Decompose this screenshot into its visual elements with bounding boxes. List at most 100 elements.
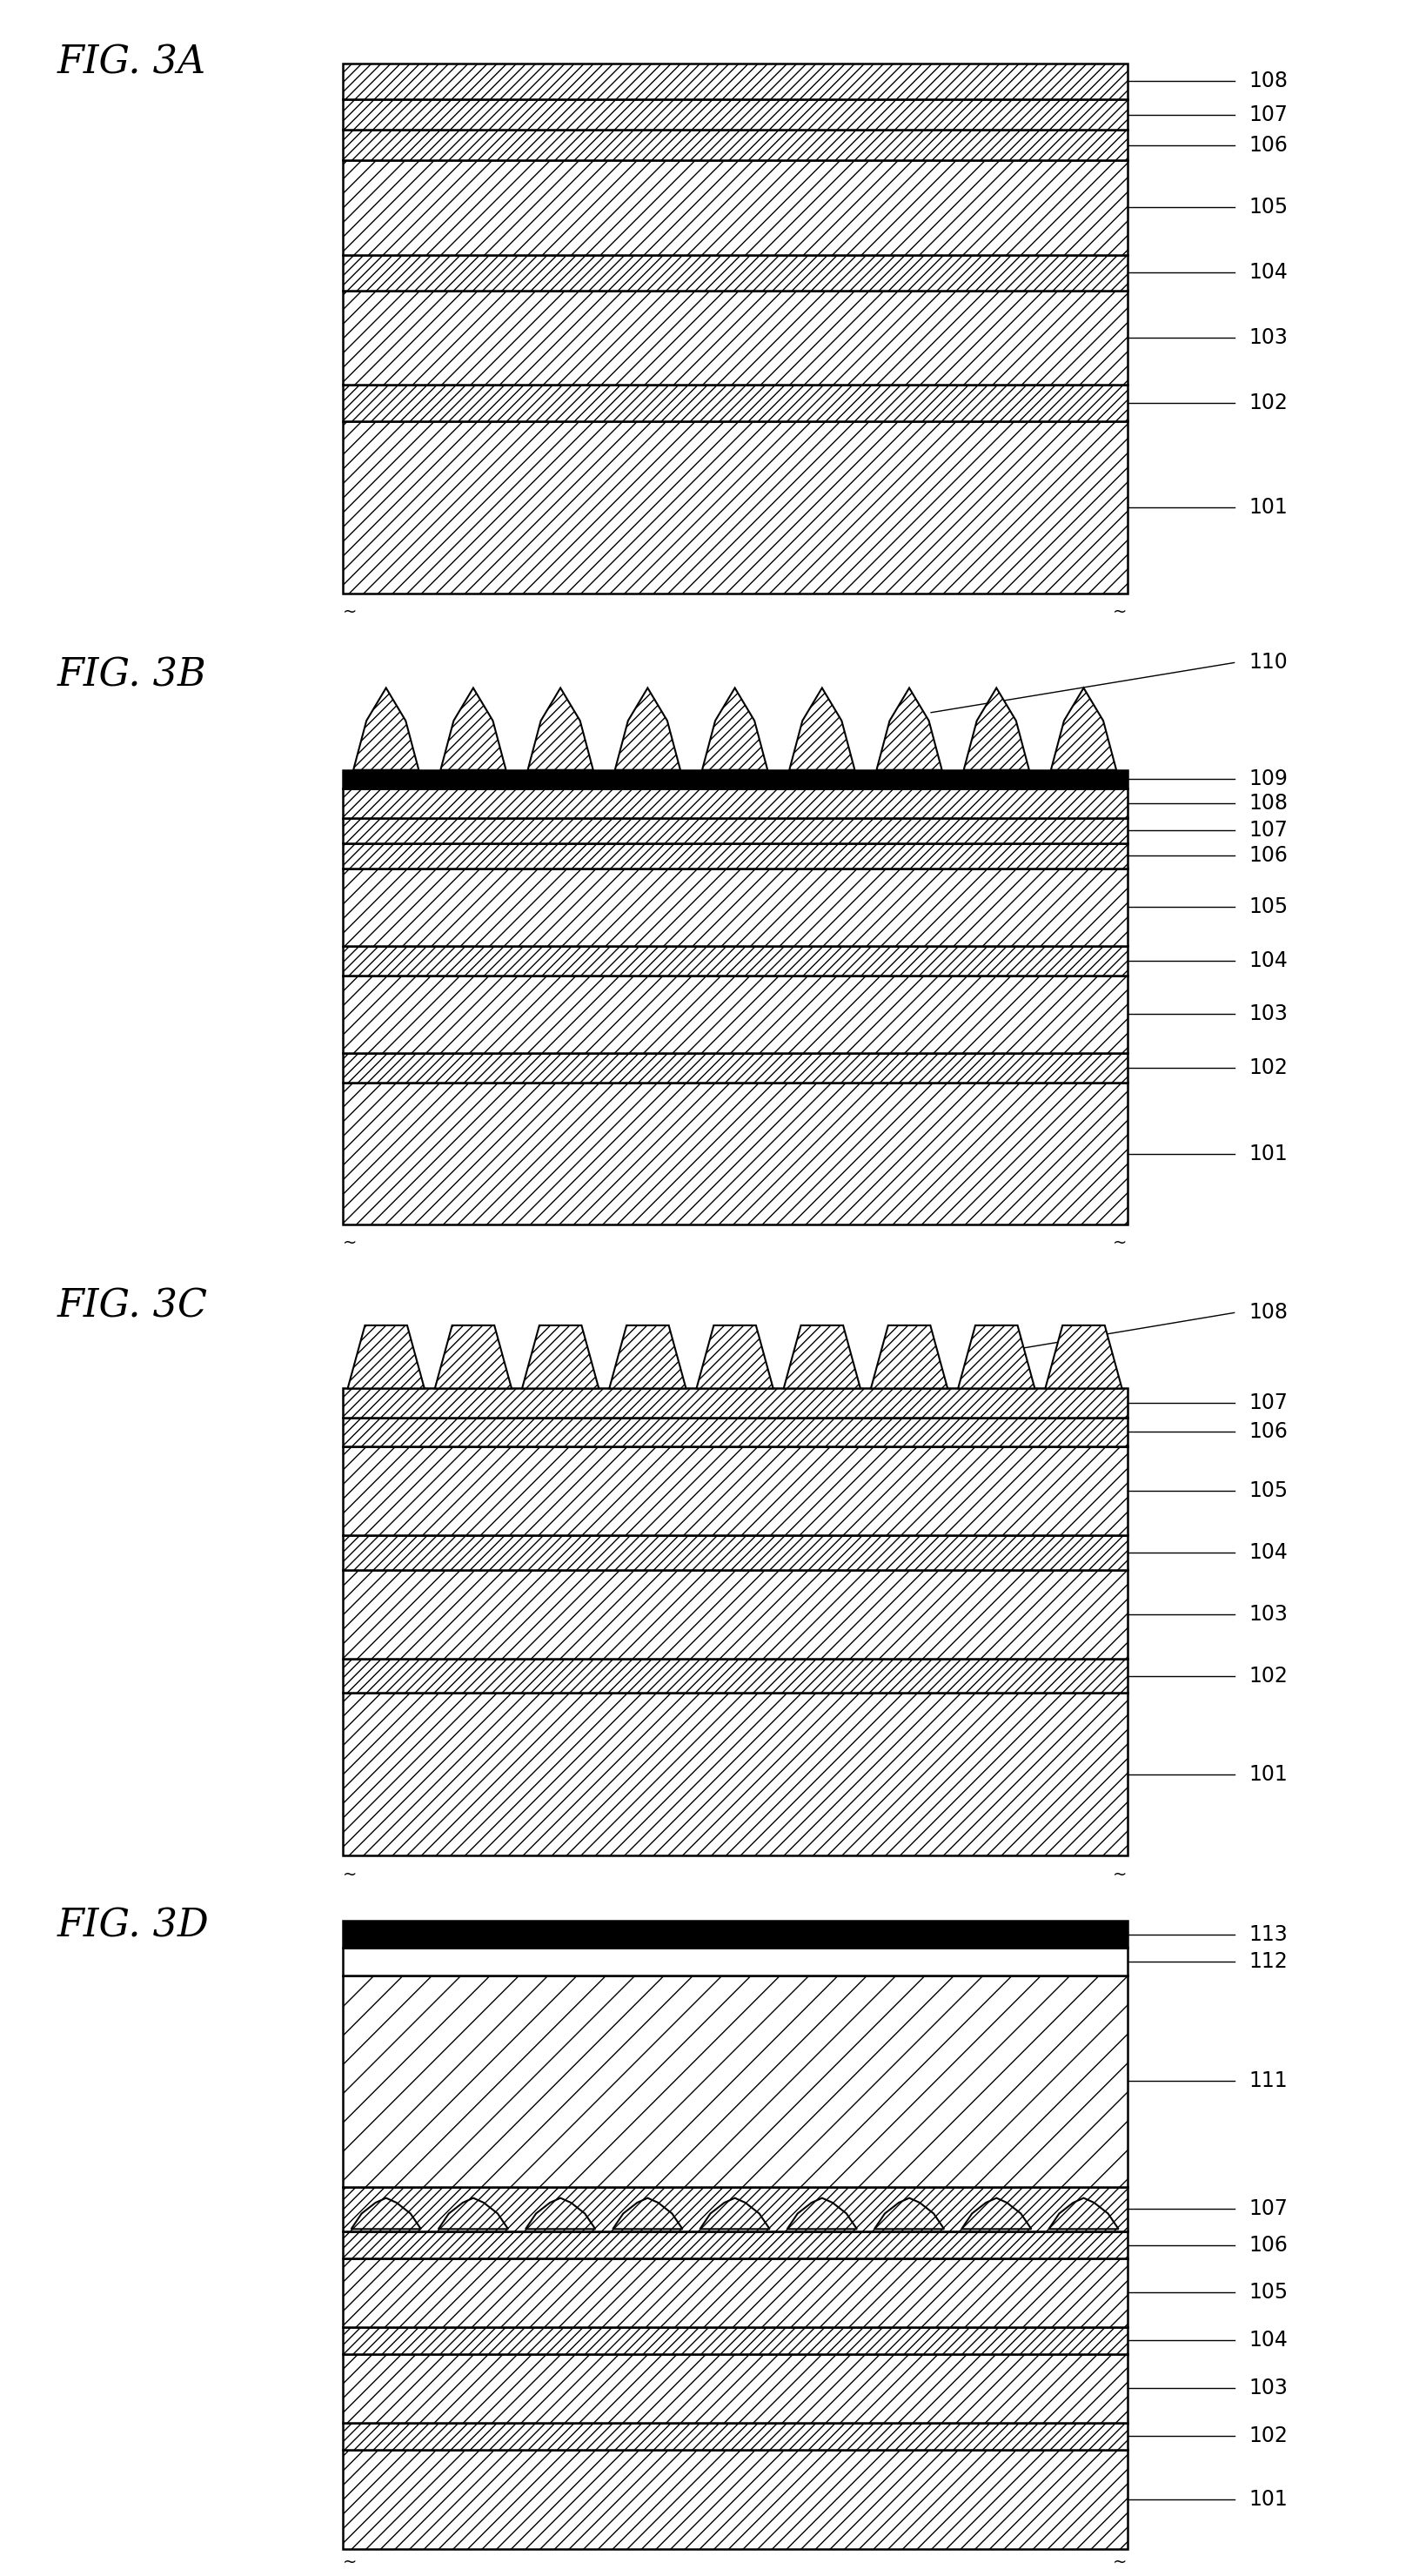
Bar (342, 976, 1127, 1054)
Text: ~: ~ (342, 1234, 356, 1252)
Text: 103: 103 (1248, 1005, 1286, 1025)
Bar (342, 1445, 1127, 1535)
Text: 104: 104 (1248, 951, 1286, 971)
Bar (342, 868, 1127, 945)
Text: ~: ~ (342, 1865, 356, 1883)
Bar (342, 1082, 1127, 1224)
Text: 101: 101 (1248, 1765, 1286, 1785)
Text: 107: 107 (1248, 1394, 1286, 1414)
Polygon shape (438, 2197, 508, 2228)
Polygon shape (1051, 688, 1115, 770)
Text: 107: 107 (1248, 819, 1286, 840)
Text: 112: 112 (1248, 1950, 1286, 1973)
Text: 108: 108 (1248, 793, 1286, 814)
Bar (342, 2421, 1127, 2450)
Bar (342, 2326, 1127, 2354)
Text: 105: 105 (1248, 896, 1288, 917)
Bar (342, 1388, 1127, 1417)
Bar (342, 384, 1127, 420)
Bar (342, 1947, 1127, 1976)
Text: 104: 104 (1248, 1543, 1286, 1564)
Polygon shape (615, 688, 680, 770)
Polygon shape (528, 688, 593, 770)
Bar (342, 255, 1127, 291)
Polygon shape (957, 1324, 1034, 1388)
Polygon shape (783, 1324, 860, 1388)
Polygon shape (700, 2197, 769, 2228)
Text: 104: 104 (1248, 2331, 1286, 2352)
Bar (342, 1976, 1127, 2187)
Polygon shape (354, 688, 418, 770)
Text: 103: 103 (1248, 2378, 1286, 2398)
Text: ~: ~ (342, 2553, 356, 2571)
Polygon shape (963, 688, 1028, 770)
Bar (342, 842, 1127, 868)
Polygon shape (1045, 1324, 1121, 1388)
Text: 108: 108 (1248, 1303, 1286, 1324)
Text: 105: 105 (1248, 2282, 1288, 2303)
Polygon shape (874, 2197, 944, 2228)
Polygon shape (1048, 2197, 1118, 2228)
Text: 103: 103 (1248, 1605, 1286, 1625)
Polygon shape (961, 2197, 1031, 2228)
Bar (342, 1535, 1127, 1569)
Polygon shape (522, 1324, 599, 1388)
Text: FIG. 3B: FIG. 3B (57, 657, 207, 693)
Polygon shape (876, 688, 941, 770)
Text: 102: 102 (1248, 2427, 1286, 2447)
Bar (342, 2187, 1127, 2231)
Polygon shape (702, 688, 767, 770)
Bar (342, 945, 1127, 976)
Text: 101: 101 (1248, 1144, 1286, 1164)
Polygon shape (348, 1324, 424, 1388)
Text: ~: ~ (1112, 2553, 1127, 2571)
Text: 109: 109 (1248, 768, 1286, 788)
Polygon shape (435, 1324, 512, 1388)
Polygon shape (351, 2197, 421, 2228)
Bar (342, 2259, 1127, 2326)
Polygon shape (870, 1324, 947, 1388)
Bar (342, 160, 1127, 255)
Text: 104: 104 (1248, 263, 1286, 283)
Bar (342, 2450, 1127, 2548)
Bar (342, 62, 1127, 100)
Polygon shape (525, 2197, 595, 2228)
Bar (342, 1569, 1127, 1659)
Bar (342, 2231, 1127, 2259)
Polygon shape (441, 688, 506, 770)
Bar (342, 788, 1127, 819)
Bar (342, 819, 1127, 842)
Bar (342, 1659, 1127, 1692)
Polygon shape (787, 2197, 857, 2228)
Bar (342, 129, 1127, 160)
Text: 106: 106 (1248, 2233, 1286, 2257)
Polygon shape (612, 2197, 682, 2228)
Text: 110: 110 (1248, 652, 1286, 672)
Bar (342, 1922, 1127, 1947)
Text: 106: 106 (1248, 1422, 1286, 1443)
Bar (342, 770, 1127, 788)
Text: 108: 108 (1248, 70, 1286, 93)
Text: FIG. 3C: FIG. 3C (57, 1288, 207, 1324)
Polygon shape (696, 1324, 773, 1388)
Text: 106: 106 (1248, 134, 1286, 155)
Text: FIG. 3A: FIG. 3A (57, 44, 205, 82)
Bar (342, 2354, 1127, 2421)
Text: 111: 111 (1248, 2071, 1286, 2092)
Text: ~: ~ (342, 603, 356, 621)
Text: 101: 101 (1248, 497, 1286, 518)
Text: 105: 105 (1248, 1481, 1288, 1502)
Text: 106: 106 (1248, 845, 1286, 866)
Text: 102: 102 (1248, 1664, 1286, 1687)
Text: ~: ~ (1112, 1865, 1127, 1883)
Polygon shape (789, 688, 854, 770)
Polygon shape (609, 1324, 686, 1388)
Text: 105: 105 (1248, 196, 1288, 219)
Text: FIG. 3D: FIG. 3D (57, 1906, 208, 1945)
Bar (342, 1417, 1127, 1445)
Bar (342, 291, 1127, 384)
Bar (342, 420, 1127, 592)
Text: 102: 102 (1248, 392, 1286, 415)
Text: 103: 103 (1248, 327, 1286, 348)
Bar (342, 1054, 1127, 1082)
